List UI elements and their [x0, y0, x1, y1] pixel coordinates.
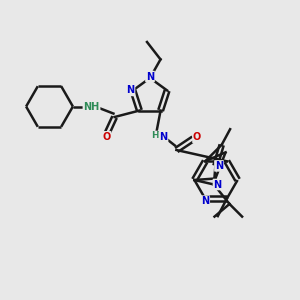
Text: N: N [201, 196, 209, 206]
Text: N: N [126, 85, 134, 95]
Text: NH: NH [83, 101, 100, 112]
Text: N: N [146, 71, 154, 82]
Text: N: N [159, 132, 168, 142]
Text: H: H [152, 131, 159, 140]
Text: N: N [213, 179, 222, 190]
Text: O: O [193, 132, 201, 142]
Text: N: N [215, 161, 223, 171]
Text: O: O [102, 132, 111, 142]
